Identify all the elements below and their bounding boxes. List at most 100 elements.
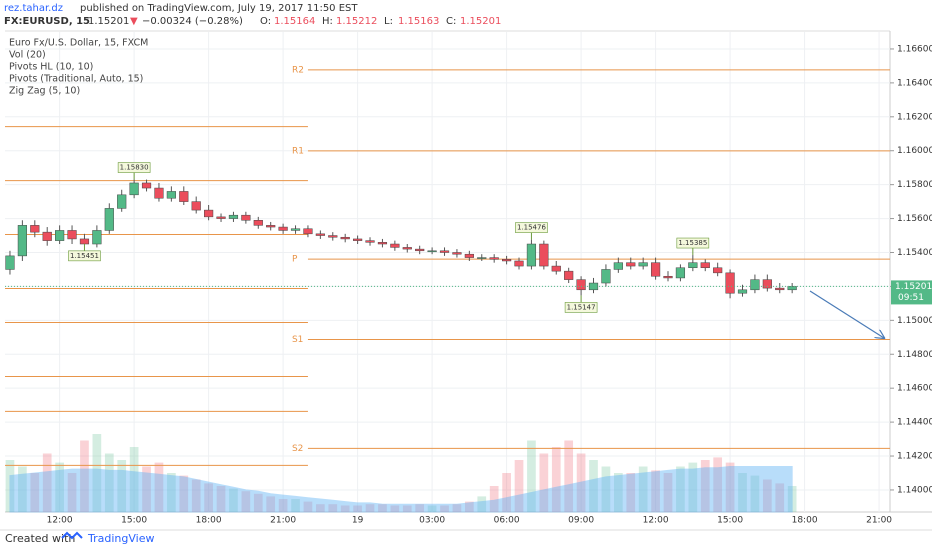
candle-body xyxy=(663,275,673,279)
volume-bar xyxy=(427,505,437,512)
y-tick-label: 1.14800 xyxy=(897,350,932,360)
candle-body xyxy=(365,240,375,243)
y-tick-label: 1.15600 xyxy=(897,214,932,224)
pivot-label: 1.15147 xyxy=(567,303,596,311)
candle-body xyxy=(502,259,512,262)
candle-body xyxy=(700,262,710,269)
pivot-box xyxy=(515,222,548,233)
created-with: Created with xyxy=(5,532,75,545)
last-price-tag xyxy=(891,280,932,305)
x-tick-label: 18:00 xyxy=(196,516,222,526)
candle-body xyxy=(489,257,499,260)
candle-body xyxy=(179,191,189,202)
volume-bar xyxy=(179,475,189,512)
legend-entry: Euro Fx/U.S. Dollar, 15, FXCM xyxy=(9,38,148,49)
volume-bar xyxy=(18,466,27,512)
candle-body xyxy=(675,267,686,279)
volume-bar xyxy=(378,504,387,512)
pivot-level-label: R2 xyxy=(292,65,304,75)
x-tick-label: 12:00 xyxy=(47,516,73,526)
change: −0.00324 (−0.28%) xyxy=(142,16,243,27)
volume-bar xyxy=(477,496,487,512)
ohlc-key: H: xyxy=(322,16,333,27)
volume-bar xyxy=(775,483,785,512)
candle-body xyxy=(427,250,437,253)
author[interactable]: rez.tahar.dz xyxy=(4,3,63,14)
y-tick-label: 1.14200 xyxy=(897,452,932,462)
volume-bar xyxy=(738,473,747,512)
ohlc-value: 1.15164 xyxy=(274,16,315,27)
candle-body xyxy=(266,225,276,228)
candle-body xyxy=(17,225,27,257)
candle-body xyxy=(67,230,77,240)
candle-body xyxy=(762,279,772,289)
candle-body xyxy=(104,208,114,231)
volume-bar xyxy=(80,440,89,512)
volume-bar xyxy=(440,505,449,512)
volume-bar xyxy=(303,501,313,512)
volume-bar xyxy=(688,462,698,512)
volume-bar xyxy=(527,440,536,512)
pivot-box xyxy=(68,250,101,262)
candle-body xyxy=(328,235,338,238)
trend-arrow[interactable] xyxy=(809,290,884,338)
candle-body xyxy=(464,253,474,258)
candle-body xyxy=(713,267,723,274)
volume-bar xyxy=(576,453,586,512)
candle-body xyxy=(30,225,40,233)
x-tick-label: 06:00 xyxy=(494,516,520,526)
volume-bar xyxy=(365,504,375,512)
pivot-label: 1.15830 xyxy=(120,164,149,172)
y-tick-label: 1.16200 xyxy=(897,112,932,122)
pivot-label: 1.15451 xyxy=(70,252,99,260)
pivot-level-label: P xyxy=(292,255,298,265)
y-tick-label: 1.16000 xyxy=(897,146,932,156)
x-tick-label: 09:00 xyxy=(568,516,594,526)
volume-bar xyxy=(154,462,164,512)
volume-bar xyxy=(750,475,760,512)
volume-bar xyxy=(291,499,300,512)
candle-body xyxy=(303,228,313,235)
y-tick-label: 1.15400 xyxy=(897,248,932,258)
logo xyxy=(61,531,83,540)
volume-bar xyxy=(353,505,362,512)
volume-bar xyxy=(638,466,648,512)
candle-body xyxy=(439,250,450,253)
candle-body xyxy=(353,238,363,241)
candle-body xyxy=(514,260,524,267)
candle-body xyxy=(117,194,127,209)
volume-bar xyxy=(5,460,15,512)
brand[interactable]: TradingView xyxy=(87,532,154,545)
candle-body xyxy=(415,248,425,252)
ohlc-value: 1.15201 xyxy=(460,16,501,27)
volume-bar xyxy=(104,453,114,512)
pivot-box xyxy=(564,302,598,313)
candle-body xyxy=(55,230,65,241)
ohlc-value: 1.15212 xyxy=(336,16,377,27)
volume-bar xyxy=(117,460,127,512)
candle-body xyxy=(141,182,152,189)
candle-body xyxy=(564,270,574,280)
volume-bar xyxy=(613,473,623,512)
volume-bar xyxy=(713,457,723,512)
volume-ma xyxy=(9,466,793,513)
candle-body xyxy=(688,262,698,269)
volume-bar xyxy=(514,460,524,512)
candle-body xyxy=(154,187,164,199)
candle-body xyxy=(390,243,400,248)
candle-body xyxy=(750,279,760,291)
legend-entry: Zig Zag (5, 10) xyxy=(9,86,80,97)
y-tick-label: 1.14400 xyxy=(897,418,932,428)
pivot-label: 1.15385 xyxy=(678,239,707,247)
volume-bar xyxy=(725,462,735,512)
x-tick-label: 19 xyxy=(352,516,364,526)
volume-bar xyxy=(92,434,102,512)
last-price-label: 1.15201 xyxy=(895,282,932,292)
candle-body xyxy=(377,242,388,245)
legend-entry: Pivots (Traditional, Auto, 15) xyxy=(9,74,143,85)
candle-body xyxy=(402,247,412,250)
candle-body xyxy=(787,286,797,291)
y-tick-label: 1.15000 xyxy=(897,316,932,326)
volume-bar xyxy=(465,501,474,512)
candle-body xyxy=(638,262,648,267)
